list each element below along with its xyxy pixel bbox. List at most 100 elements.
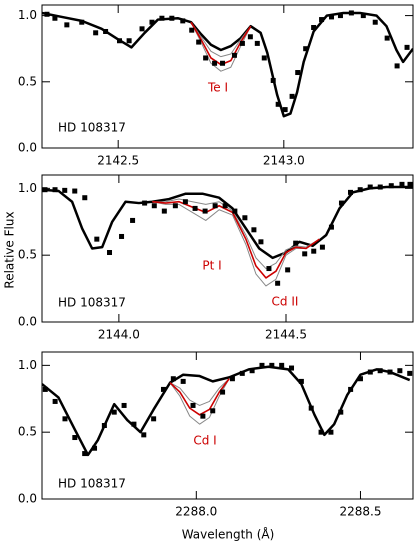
data-point [189, 27, 195, 33]
data-point [126, 38, 132, 44]
data-point [94, 236, 100, 242]
data-point [318, 429, 324, 435]
y-tick-label: 0.0 [18, 492, 37, 506]
data-point [266, 266, 272, 272]
model-line [169, 378, 230, 425]
data-point [79, 19, 85, 25]
data-point [348, 10, 354, 16]
frame [41, 174, 414, 323]
data-point [139, 26, 145, 32]
data-point [328, 224, 334, 230]
data-point [220, 60, 226, 66]
annotation: Cd I [193, 434, 216, 448]
data-point [298, 378, 304, 384]
data-point [303, 46, 309, 52]
data-point [367, 369, 373, 375]
data-point [93, 30, 99, 36]
y-axis-label: Relative Flux [3, 211, 17, 288]
data-point [289, 365, 295, 371]
data-point [308, 405, 314, 411]
x-tick-label: 2288.0 [175, 505, 217, 519]
data-point [259, 362, 265, 368]
y-tick-label: 0.5 [18, 425, 37, 439]
data-point [111, 409, 117, 415]
data-point [172, 203, 178, 209]
data-point [387, 369, 393, 375]
y-tick-label: 0.5 [18, 74, 37, 88]
annotation: Te I [207, 81, 228, 95]
data-point [180, 18, 186, 24]
plot-area [42, 362, 413, 457]
y-tick-label: 0.0 [18, 141, 37, 155]
data-point [82, 195, 88, 201]
data-point [372, 19, 378, 25]
y-tick-label: 1.0 [18, 358, 37, 372]
data-point [170, 376, 176, 382]
data-point [270, 77, 276, 83]
data-point [42, 386, 48, 392]
data-point [229, 376, 235, 382]
data-point [249, 368, 255, 374]
model-line [42, 11, 413, 118]
data-point [44, 11, 50, 17]
model-line [152, 201, 320, 287]
y-tick-label: 1.0 [18, 181, 37, 195]
data-point [328, 429, 334, 435]
data-point [407, 370, 413, 376]
data-point [232, 208, 238, 214]
data-point [357, 187, 363, 193]
data-point [182, 199, 188, 205]
data-point [397, 368, 403, 374]
x-tick-label: 2143.0 [263, 154, 305, 168]
data-point [200, 413, 206, 419]
data-point [107, 250, 113, 256]
data-point [360, 13, 366, 19]
data-point [160, 386, 166, 392]
x-tick-label: 2144.5 [265, 328, 307, 342]
data-point [377, 184, 383, 190]
data-point [311, 25, 317, 31]
data-point [151, 203, 157, 209]
data-point [367, 184, 373, 190]
data-point [52, 187, 58, 193]
data-point [212, 60, 218, 66]
x-tick-label: 2142.5 [97, 154, 139, 168]
data-point [210, 408, 216, 414]
data-point [142, 200, 148, 206]
data-point [190, 402, 196, 408]
y-tick-label: 0.5 [18, 248, 37, 262]
data-point [388, 183, 394, 189]
data-point [311, 248, 317, 254]
x-tick-label: 2288.5 [339, 505, 381, 519]
data-point [295, 70, 301, 76]
annotation: HD 108317 [58, 477, 126, 491]
data-point [239, 370, 245, 376]
data-point [151, 416, 157, 422]
data-point [338, 200, 344, 206]
data-point [161, 208, 167, 214]
data-point [42, 187, 48, 193]
data-point [384, 35, 390, 41]
data-point [399, 181, 405, 187]
data-point [329, 14, 335, 20]
data-point [302, 251, 308, 257]
data-point [347, 189, 353, 195]
data-point [72, 435, 78, 441]
data-point [337, 13, 343, 19]
data-point [242, 215, 248, 221]
data-point [261, 55, 267, 61]
data-point [285, 267, 291, 273]
data-point [92, 445, 98, 451]
data-point [180, 378, 186, 384]
data-point [72, 188, 78, 194]
data-point [319, 17, 325, 23]
model-line [169, 378, 230, 406]
data-point [203, 55, 209, 61]
plot-area [42, 181, 413, 287]
data-point [117, 38, 123, 44]
data-point [52, 15, 58, 21]
data-point [258, 239, 264, 245]
data-point [62, 187, 68, 193]
data-point [131, 421, 137, 427]
